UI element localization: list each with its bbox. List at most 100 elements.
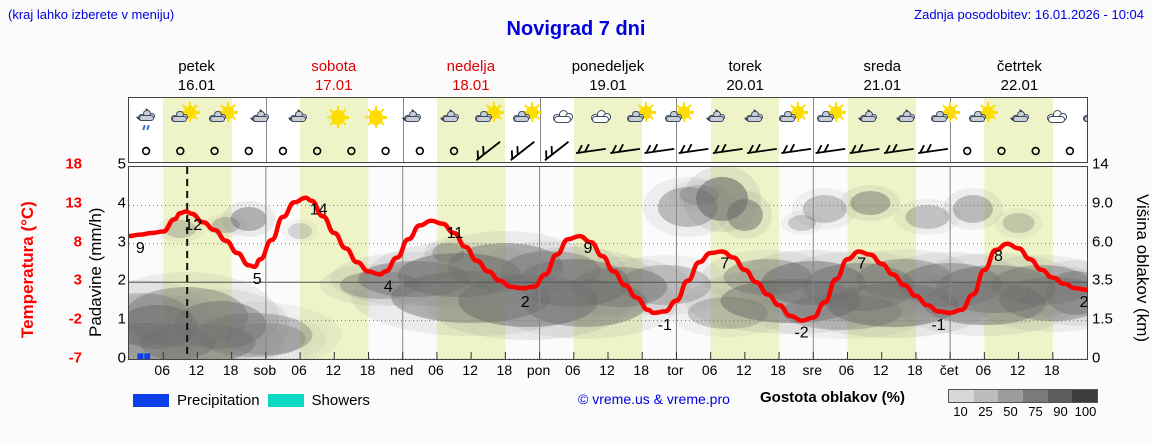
x-axis-label: 06	[154, 362, 170, 378]
last-update-text: Zadnja posodobitev: 16.01.2026 - 10:04	[914, 7, 1144, 22]
day-separator	[813, 137, 815, 162]
x-axis-label: 06	[291, 362, 307, 378]
precipitation-legend-label: Precipitation	[177, 391, 260, 409]
axis-tick: -7	[68, 349, 82, 367]
temperature-label: 2	[1080, 294, 1087, 311]
weather-icon-cell-8	[433, 98, 471, 137]
showers-legend-label: Showers	[311, 391, 370, 409]
cloud-icon	[585, 103, 623, 133]
precipitation-legend: Precipitation Showers	[133, 390, 433, 410]
axis-tick: 8	[73, 233, 82, 251]
day-name: ponedeljek	[571, 58, 645, 75]
x-axis-label: pon	[526, 362, 551, 378]
temperature-label: 5	[253, 271, 262, 288]
precipitation-bar	[144, 353, 151, 359]
weather-icon-cell-2	[205, 98, 243, 137]
moon-cloud-icon	[737, 103, 775, 133]
weather-icon-cell-9	[471, 98, 509, 137]
copyright-link[interactable]: © vreme.us & vreme.pro	[578, 391, 730, 407]
daylight-band	[163, 167, 232, 359]
moon-cloud-icon	[433, 103, 471, 133]
x-axis-label: 18	[496, 362, 513, 378]
weather-icon-cell-23	[1003, 98, 1041, 137]
day-separator	[265, 137, 267, 162]
day-name: sobota	[311, 58, 357, 75]
sun-cloud-icon	[623, 102, 661, 133]
showers-swatch	[267, 393, 304, 407]
cloud-density-tick: 90	[1053, 404, 1068, 419]
day-separator	[813, 98, 815, 137]
weather-icon-cell-16	[737, 98, 775, 137]
weather-icon-cell-11	[547, 98, 585, 137]
forecast-plot: 9 12 5 14 4 11 2 9 -1 7 -2 7 -1 8 2	[128, 166, 1088, 360]
axis-tick: 13	[65, 194, 82, 212]
day-header-2: nedelja 18.01	[402, 57, 539, 97]
moon-cloud-rain-icon	[129, 103, 167, 133]
axis-tick: 5	[117, 155, 126, 173]
temperature-label: 2	[521, 294, 530, 311]
weather-icon-strip	[128, 97, 1088, 137]
cloud-density-colorbar-labels: 10 25 50 75 90 100	[940, 404, 1110, 422]
temperature-label: 11	[447, 225, 464, 242]
daylight-band	[984, 137, 1053, 162]
day-separator	[950, 137, 952, 162]
cloud-density-tick: 50	[1003, 404, 1018, 419]
weather-icon-cell-25	[1079, 98, 1087, 137]
day-name: nedelja	[446, 58, 496, 75]
sun-cloud-icon	[509, 102, 547, 133]
x-axis-label: 12	[872, 362, 889, 378]
moon-cloud-icon	[395, 103, 433, 133]
day-name: sreda	[863, 58, 902, 75]
x-axis-label: 12	[736, 362, 752, 378]
x-axis-label: 06	[564, 362, 581, 378]
temperature-label: -1	[658, 317, 672, 334]
axis-tick: 2	[117, 271, 126, 289]
weather-icon-cell-14	[661, 98, 699, 137]
day-header-0: petek 16.01	[128, 57, 265, 97]
day-date: 22.01	[1000, 77, 1039, 94]
day-date: 18.01	[452, 77, 490, 94]
x-axis-label: 06	[838, 362, 855, 378]
weather-icon-cell-21	[927, 98, 965, 137]
temperature-label: 4	[384, 279, 393, 296]
location-menu-note: (kraj lahko izberete v meniju)	[8, 7, 175, 22]
day-date: 20.01	[726, 77, 764, 94]
temperature-label: 9	[583, 240, 592, 257]
x-axis-label: sob	[253, 362, 277, 378]
axis-tick: 14	[1092, 155, 1109, 173]
day-name: četrtek	[996, 58, 1042, 75]
weather-icon-cell-12	[585, 98, 623, 137]
sun-cloud-icon	[1079, 103, 1087, 133]
day-headers: petek 16.01 sobota 17.01 nedelja 18.01 ponedel…	[128, 57, 1088, 97]
cloud-density-tick: 25	[978, 404, 993, 419]
temperature-label: 7	[720, 255, 729, 272]
x-axis-label: 18	[359, 362, 376, 378]
axis-tick: 3	[73, 271, 82, 289]
weather-icon-cell-0	[129, 98, 167, 137]
x-axis-label: 06	[701, 362, 718, 378]
axis-tick: -2	[68, 310, 82, 328]
day-separator	[402, 98, 404, 137]
cloudheight-axis-title: Višina oblakov (km)	[1133, 193, 1152, 343]
day-header-4: torek 20.01	[677, 57, 814, 97]
x-axis-label: tor	[667, 362, 684, 378]
cloud-density-tick: 100	[1074, 404, 1097, 419]
cloud-density-step-3	[1023, 390, 1048, 402]
cloud-density-colorbar	[948, 389, 1098, 403]
sun-cloud-icon	[775, 102, 813, 133]
x-axis-label: 18	[1043, 362, 1060, 378]
day-date: 17.01	[314, 77, 353, 94]
cloudheight-axis-ticks: 14 9.0 6.0 3.5 1.5 0	[1092, 156, 1130, 367]
x-axis-label: čet	[939, 362, 959, 378]
day-separator	[539, 137, 541, 162]
day-name: petek	[178, 58, 215, 75]
daylight-band	[163, 137, 232, 162]
temperature-axis-title: Temperatura (°C)	[18, 201, 37, 339]
sun-cloud-icon	[927, 102, 965, 133]
moon-cloud-icon	[851, 103, 889, 133]
day-name: torek	[728, 58, 762, 75]
x-axis-label: sre	[802, 362, 823, 378]
cloud-icon	[1041, 103, 1079, 133]
axis-tick: 9.0	[1092, 194, 1113, 212]
axis-tick: 4	[117, 194, 126, 212]
